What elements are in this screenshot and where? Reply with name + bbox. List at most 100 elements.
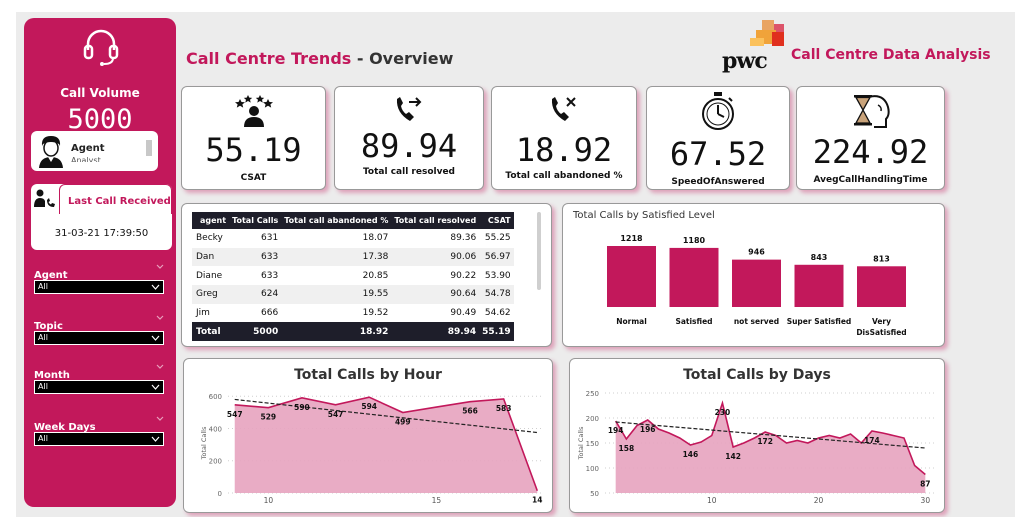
- dropdown-arrow-icon: [151, 335, 160, 341]
- sidebar: Call Volume 5000 Agent Analyst Last Call…: [24, 18, 176, 507]
- table-cell: Jim: [196, 308, 210, 319]
- bar-category-label: DisSatisfied: [856, 328, 906, 337]
- table-cell: Diane: [196, 270, 223, 281]
- call-volume-label: Call Volume: [60, 86, 140, 100]
- bar-category-label: Super Satisfied: [787, 317, 852, 326]
- calls-by-hour-title: Total Calls by Hour: [294, 367, 442, 383]
- x-tick-label: 10: [707, 496, 717, 505]
- kpi-average-call-handling-time-value: 224.92: [812, 133, 929, 171]
- area-fill: [234, 397, 538, 493]
- agent-card[interactable]: Agent Analyst: [31, 131, 158, 171]
- table-cell: 90.06: [391, 247, 480, 267]
- table-cell: 18.07: [362, 233, 389, 244]
- table-row[interactable]: Dan 633 17.38 90.06 56.97: [192, 247, 514, 267]
- bar-2[interactable]: [732, 259, 781, 307]
- table-cell: Total: [192, 322, 230, 342]
- table-row[interactable]: Becky 631 18.07 89.36 55.25: [192, 229, 514, 248]
- table-cell: Greg: [192, 285, 230, 304]
- kpi-speed-of-answered: 67.52 SpeedOfAnswered: [646, 86, 790, 190]
- filter-week-days-select[interactable]: All: [34, 432, 164, 446]
- last-call-tab: Last Call Received: [59, 184, 172, 214]
- data-label: 196: [640, 425, 656, 434]
- data-label: 87: [920, 480, 930, 489]
- table-header[interactable]: Total call abandoned %: [281, 212, 392, 229]
- table-header[interactable]: Total call resolved: [391, 212, 480, 229]
- page-title-sep: -: [351, 49, 370, 68]
- table-cell: Dan: [192, 247, 230, 267]
- bar-value-label: 1218: [620, 234, 643, 243]
- chevron-down-icon[interactable]: [156, 363, 164, 371]
- trend-line: [234, 398, 538, 434]
- table-scrollbar[interactable]: [537, 212, 541, 290]
- y-tick-label: 150: [586, 440, 599, 448]
- table-row[interactable]: Jim 666 19.52 90.49 54.62: [192, 304, 514, 323]
- brand-title: Call Centre Data Analysis: [791, 47, 991, 63]
- data-label: 547: [227, 410, 243, 419]
- table-header[interactable]: agent: [192, 212, 230, 229]
- agent-table: agent Total Calls Total call abandoned %…: [192, 212, 514, 342]
- table-cell: 624: [229, 285, 282, 304]
- trend-line: [615, 421, 926, 449]
- table-cell: 633: [261, 270, 279, 281]
- chevron-down-icon[interactable]: [156, 415, 164, 423]
- page-title-sub: Overview: [369, 49, 454, 68]
- calls-by-hour-panel: Total Calls by Hour 0 200 400 600 10 15 Total …: [183, 358, 553, 513]
- filter-topic-select[interactable]: All: [34, 331, 164, 345]
- bar-category-label: not served: [734, 317, 779, 326]
- filter-week-days-label: Week Days: [34, 422, 96, 433]
- filter-month: Month All: [34, 363, 164, 394]
- y-tick-label: 200: [209, 458, 222, 466]
- chevron-down-icon[interactable]: [156, 314, 164, 322]
- hourglass-head-icon: [853, 95, 890, 128]
- table-header[interactable]: CSAT: [479, 212, 514, 229]
- bar-3[interactable]: [794, 264, 844, 307]
- data-label: 547: [328, 410, 344, 419]
- dropdown-arrow-icon: [151, 436, 160, 442]
- series-line[interactable]: [614, 400, 926, 476]
- bar-value-label: 1180: [683, 236, 706, 245]
- phone-missed-icon: [551, 97, 576, 121]
- last-call-time: 31-03-21 17:39:50: [54, 228, 149, 239]
- data-label: 594: [361, 402, 377, 411]
- dropdown-arrow-icon: [151, 284, 160, 290]
- data-label: 174: [864, 436, 880, 445]
- kpi-csat-value: 55.19: [205, 131, 302, 169]
- x-tick-label: 15: [432, 496, 442, 505]
- filter-topic: Topic All: [34, 314, 164, 345]
- headset-icon: [83, 29, 119, 66]
- agent-avatar-icon: [39, 136, 63, 168]
- bar-1[interactable]: [669, 247, 719, 307]
- table-cell: 631: [261, 233, 279, 244]
- filter-month-select[interactable]: All: [34, 380, 164, 394]
- pwc-logo: pwc: [722, 20, 786, 74]
- y-tick-label: 600: [209, 393, 222, 401]
- table-cell: Becky: [196, 233, 223, 244]
- table-header[interactable]: Total Calls: [229, 212, 282, 229]
- table-row[interactable]: Diane 633 20.85 90.22 53.90: [192, 266, 514, 285]
- series-line[interactable]: [234, 396, 539, 492]
- filter-week-days-value: All: [38, 434, 48, 443]
- filter-month-label: Month: [34, 370, 70, 381]
- phone-outgoing-icon: [396, 97, 422, 121]
- calls-by-days-panel: Total Calls by Days 50 100 150 200 250 10 20 30…: [569, 358, 945, 513]
- pwc-blocks-icon: [750, 20, 784, 46]
- data-label: 142: [725, 452, 741, 461]
- filter-agent-select[interactable]: All: [34, 280, 164, 294]
- x-tick-label: 20: [814, 496, 824, 505]
- x-tick-label: 10: [264, 496, 274, 505]
- agent-card-scrollbar[interactable]: [146, 140, 152, 156]
- chevron-down-icon[interactable]: [156, 263, 164, 271]
- bar-value-label: 843: [811, 253, 828, 262]
- table-cell: 54.62: [484, 308, 511, 319]
- page-title: Call Centre Trends - Overview: [186, 49, 453, 68]
- table-cell: 19.55: [281, 285, 392, 304]
- bar-0[interactable]: [607, 246, 656, 307]
- data-label: 590: [294, 403, 310, 412]
- kpi-average-call-handling-time-label: AvegCallHandlingTime: [813, 175, 928, 185]
- area-fill: [615, 403, 926, 493]
- agent-sub-label: Analyst: [71, 156, 101, 162]
- kpi-total-call-abandoned-label: Total call abandoned %: [505, 171, 623, 181]
- table-row[interactable]: Greg 624 19.55 90.64 54.78: [192, 285, 514, 304]
- bar-4[interactable]: [857, 266, 906, 307]
- kpi-total-call-resolved: 89.94 Total call resolved: [334, 86, 484, 190]
